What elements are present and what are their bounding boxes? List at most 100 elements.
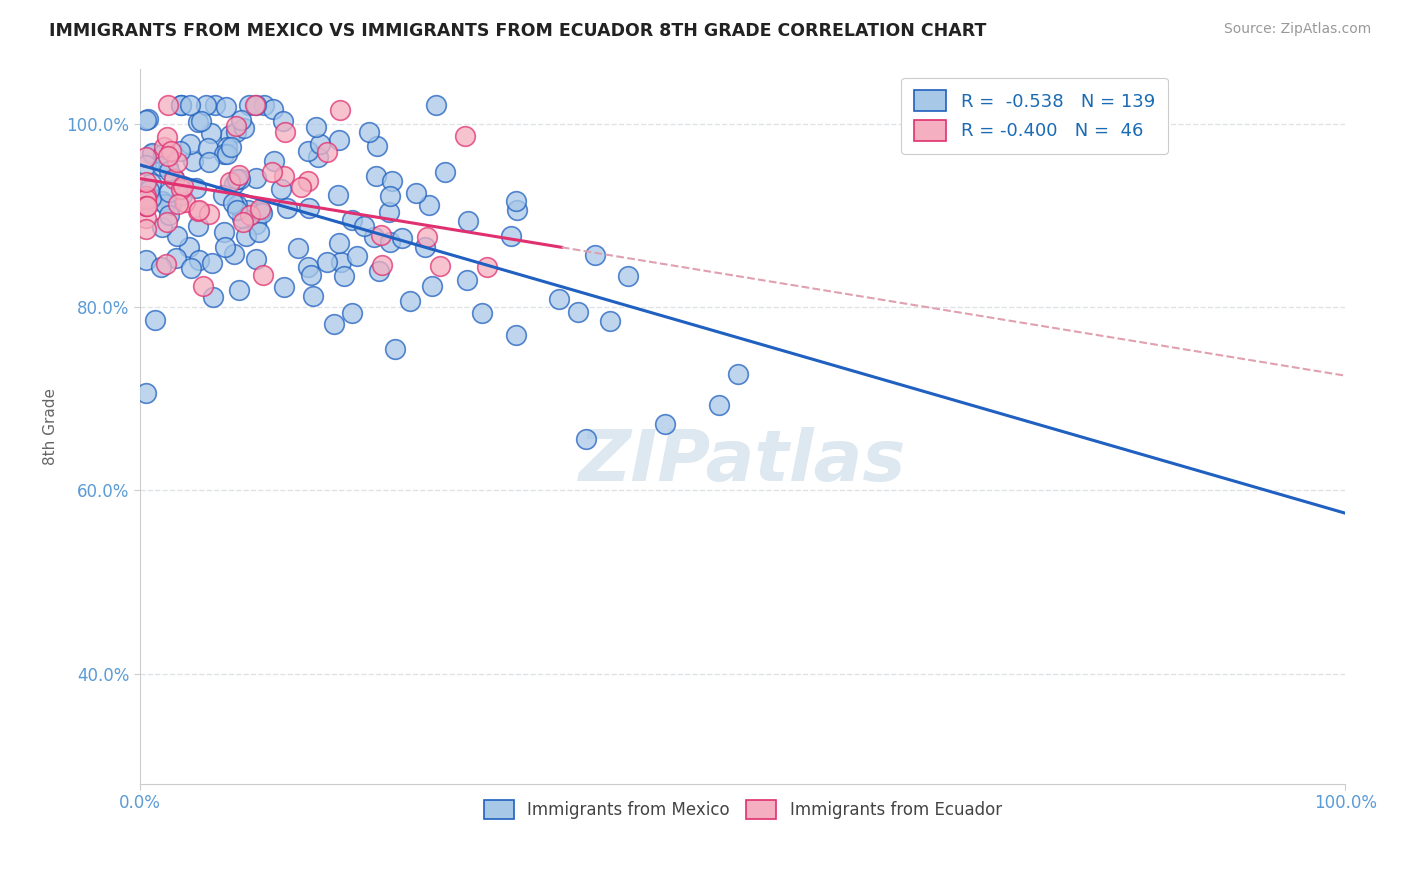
Text: IMMIGRANTS FROM MEXICO VS IMMIGRANTS FROM ECUADOR 8TH GRADE CORRELATION CHART: IMMIGRANTS FROM MEXICO VS IMMIGRANTS FRO…	[49, 22, 987, 40]
Point	[654, 417, 676, 431]
Point	[378, 205, 401, 219]
Point	[222, 196, 245, 211]
Point	[315, 254, 337, 268]
Point	[226, 202, 249, 217]
Point	[381, 174, 404, 188]
Point	[235, 229, 257, 244]
Point	[548, 292, 571, 306]
Point	[262, 102, 284, 116]
Point	[707, 398, 730, 412]
Point	[180, 260, 202, 275]
Point	[188, 203, 211, 218]
Point	[187, 204, 209, 219]
Point	[201, 256, 224, 270]
Point	[422, 278, 444, 293]
Point	[157, 98, 180, 112]
Point	[367, 264, 389, 278]
Point	[416, 230, 439, 244]
Point	[299, 268, 322, 282]
Point	[219, 128, 242, 143]
Point	[181, 154, 204, 169]
Point	[250, 204, 273, 219]
Point	[150, 260, 173, 274]
Point	[322, 317, 344, 331]
Point	[201, 290, 224, 304]
Point	[170, 98, 193, 112]
Point	[135, 150, 157, 164]
Point	[454, 129, 477, 144]
Point	[233, 120, 256, 135]
Point	[359, 125, 381, 139]
Point	[135, 176, 157, 190]
Point	[471, 306, 494, 320]
Point	[135, 253, 157, 268]
Point	[155, 257, 177, 271]
Point	[187, 252, 209, 267]
Point	[225, 119, 247, 133]
Point	[429, 259, 451, 273]
Point	[501, 229, 523, 244]
Point	[456, 273, 478, 287]
Point	[229, 112, 252, 127]
Point	[270, 182, 292, 196]
Point	[156, 129, 179, 144]
Point	[136, 199, 159, 213]
Point	[135, 112, 157, 127]
Point	[297, 174, 319, 188]
Point	[384, 343, 406, 357]
Point	[143, 312, 166, 326]
Point	[156, 148, 179, 162]
Point	[363, 229, 385, 244]
Point	[274, 125, 297, 139]
Point	[139, 191, 162, 205]
Point	[405, 186, 427, 201]
Point	[262, 165, 284, 179]
Point	[191, 279, 214, 293]
Legend: Immigrants from Mexico, Immigrants from Ecuador: Immigrants from Mexico, Immigrants from …	[477, 793, 1008, 825]
Point	[229, 171, 252, 186]
Point	[135, 192, 157, 206]
Point	[425, 98, 447, 112]
Point	[239, 208, 262, 222]
Point	[366, 139, 388, 153]
Point	[245, 252, 267, 267]
Point	[153, 196, 176, 211]
Point	[157, 209, 180, 223]
Point	[173, 195, 195, 210]
Point	[226, 198, 249, 212]
Point	[141, 147, 163, 161]
Point	[187, 115, 209, 129]
Y-axis label: 8th Grade: 8th Grade	[44, 388, 58, 465]
Point	[225, 125, 247, 139]
Point	[152, 139, 174, 153]
Point	[177, 240, 200, 254]
Point	[228, 283, 250, 297]
Point	[212, 225, 235, 239]
Point	[228, 168, 250, 182]
Point	[505, 328, 527, 343]
Point	[198, 155, 221, 169]
Point	[135, 385, 157, 400]
Point	[163, 171, 186, 186]
Point	[135, 188, 157, 202]
Point	[232, 215, 254, 229]
Point	[212, 146, 235, 161]
Point	[184, 180, 207, 194]
Point	[152, 147, 174, 161]
Point	[160, 198, 183, 212]
Point	[212, 187, 235, 202]
Point	[727, 367, 749, 381]
Text: Source: ZipAtlas.com: Source: ZipAtlas.com	[1223, 22, 1371, 37]
Point	[197, 207, 219, 221]
Point	[328, 133, 350, 147]
Point	[273, 280, 295, 294]
Point	[139, 176, 162, 190]
Point	[163, 172, 186, 186]
Point	[297, 201, 319, 215]
Point	[353, 219, 375, 234]
Point	[457, 214, 479, 228]
Point	[290, 179, 312, 194]
Point	[418, 198, 440, 212]
Point	[169, 145, 191, 159]
Point	[328, 235, 350, 250]
